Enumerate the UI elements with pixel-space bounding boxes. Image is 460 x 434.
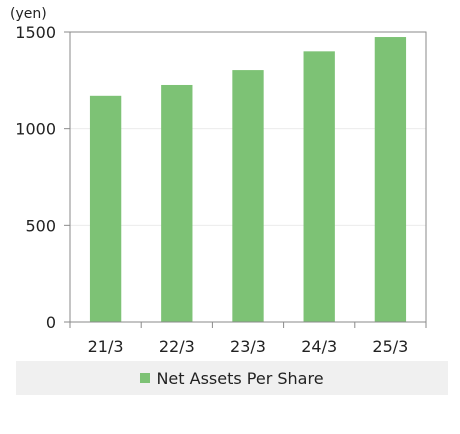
x-tick-label: 23/3 (230, 337, 266, 356)
legend-label: Net Assets Per Share (156, 368, 324, 388)
plot-frame (69, 31, 427, 323)
x-tick-label: 25/3 (372, 337, 408, 356)
y-tick-label: 1000 (15, 120, 56, 139)
legend-swatch (140, 373, 151, 383)
legend: Net Assets Per Share (16, 361, 448, 395)
bar-24-3 (303, 51, 335, 322)
axes (64, 31, 427, 328)
x-tick-label: 22/3 (159, 337, 195, 356)
bar-chart: (yen) 0 500 1000 1500 21/3 22/3 23/3 24/3 25/3 (10, 6, 427, 356)
bar-21-3 (89, 95, 122, 322)
tick-labels: 0 500 1000 1500 21/3 22/3 23/3 24/3 25/3 (15, 23, 408, 356)
bar-22-3 (161, 84, 193, 323)
x-tick-label: 21/3 (88, 337, 124, 356)
y-tick-label: 500 (25, 216, 56, 235)
bar-25-3 (374, 37, 407, 322)
y-axis-unit-label: (yen) (10, 6, 47, 22)
bar-23-3 (232, 70, 264, 322)
y-tick-label: 1500 (15, 23, 56, 42)
x-tick-label: 24/3 (301, 337, 337, 356)
y-tick-label: 0 (46, 313, 56, 332)
bars (89, 37, 407, 323)
